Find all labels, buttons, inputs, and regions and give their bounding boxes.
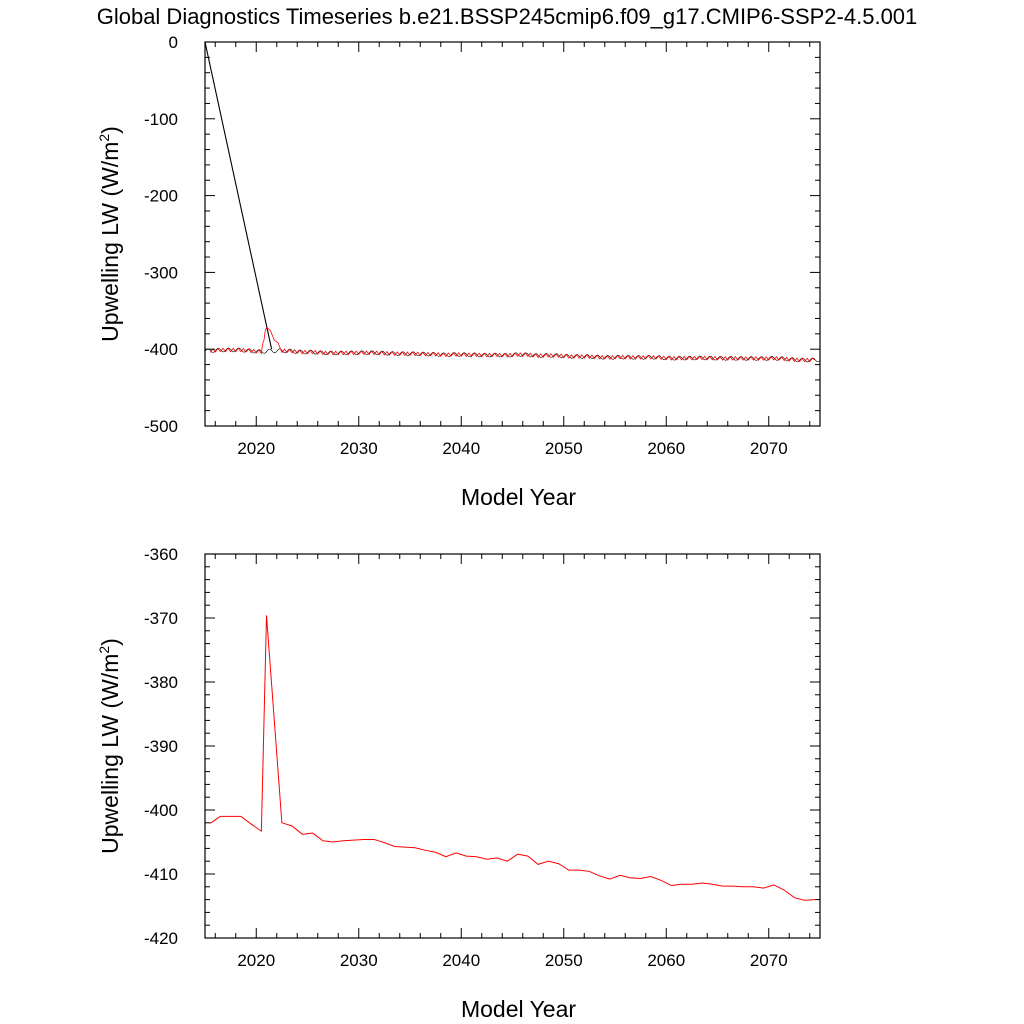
series-line-annual	[209, 326, 816, 363]
y-tick-label: -400	[144, 801, 178, 820]
y-tick-label: -390	[144, 737, 178, 756]
y-tick-label: -100	[144, 110, 178, 129]
x-axis-title: Model Year	[461, 996, 576, 1022]
x-tick-label: 2070	[750, 951, 788, 970]
y-tick-label: -420	[144, 929, 178, 948]
x-tick-label: 2070	[750, 439, 788, 458]
plot-area	[205, 42, 820, 363]
series-line-annual	[209, 615, 815, 901]
y-tick-label: -200	[144, 187, 178, 206]
y-tick-label: -400	[144, 340, 178, 359]
y-tick-label: -300	[144, 263, 178, 282]
plot-frame	[204, 553, 821, 939]
y-axis-title: Upwelling LW (W/m2)	[96, 638, 123, 854]
x-axis-title: Model Year	[461, 484, 576, 510]
y-tick-label: -500	[144, 417, 178, 436]
plot-frame	[204, 41, 821, 427]
x-tick-label: 2020	[237, 439, 275, 458]
x-tick-label: 2030	[340, 951, 378, 970]
x-tick-label: 2050	[545, 951, 583, 970]
panel-1: 2020 2030 2040 2050 2060 2070 0 -100 -200 -300 -40…	[96, 33, 821, 510]
plot-area	[209, 615, 815, 901]
y-tick-label: -410	[144, 865, 178, 884]
chart-title: Global Diagnostics Timeseries b.e21.BSSP…	[97, 4, 918, 29]
x-tick-label: 2040	[442, 439, 480, 458]
x-tick-label: 2020	[237, 951, 275, 970]
series-line-monthly-spinup	[205, 42, 273, 350]
panel-2: 2020 2030 2040 2050 2060 2070 -360 -370 -380 -390…	[96, 545, 821, 1022]
x-tick-label: 2050	[545, 439, 583, 458]
y-tick-label: -380	[144, 673, 178, 692]
chart-panels: 2020 2030 2040 2050 2060 2070 0 -100 -200 -300 -40…	[96, 33, 821, 1022]
y-tick-label: 0	[169, 33, 178, 52]
x-tick-label: 2030	[340, 439, 378, 458]
x-tick-label: 2060	[647, 951, 685, 970]
x-tick-label: 2060	[647, 439, 685, 458]
y-tick-label: -360	[144, 545, 178, 564]
y-axis-title: Upwelling LW (W/m2)	[96, 126, 123, 342]
y-tick-label: -370	[144, 609, 178, 628]
x-tick-label: 2040	[442, 951, 480, 970]
